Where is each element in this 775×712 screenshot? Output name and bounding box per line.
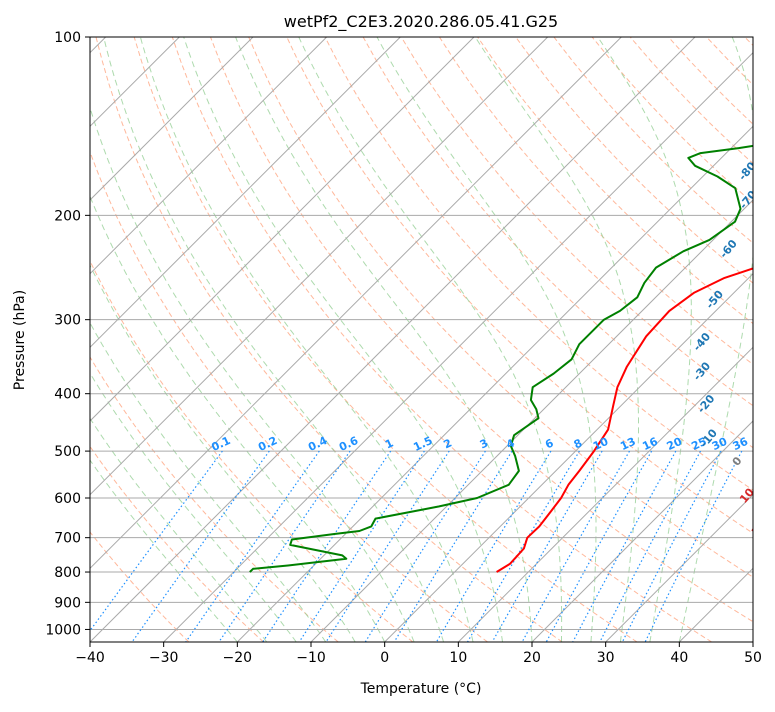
chart-title: wetPf2_C2E3.2020.286.05.41.G25 (284, 12, 558, 32)
y-tick-label: 700 (54, 531, 81, 547)
x-tick-label: −30 (149, 650, 179, 666)
y-tick-label: 400 (54, 387, 81, 403)
y-tick-label: 300 (54, 313, 81, 329)
x-tick-label: 30 (597, 650, 615, 666)
y-tick-label: 1000 (45, 622, 81, 638)
x-tick-label: 20 (523, 650, 541, 666)
x-tick-label: 0 (380, 650, 389, 666)
y-axis-label: Pressure (hPa) (12, 290, 28, 390)
y-tick-label: 600 (54, 491, 81, 507)
y-tick-label: 100 (54, 30, 81, 46)
y-tick-label: 200 (54, 208, 81, 224)
y-tick-label: 500 (54, 444, 81, 460)
y-tick-label: 800 (54, 565, 81, 581)
x-tick-label: −10 (296, 650, 326, 666)
x-axis-label: Temperature (°C) (360, 681, 482, 697)
x-tick-label: −40 (75, 650, 105, 666)
x-tick-label: 50 (744, 650, 762, 666)
x-tick-label: 10 (449, 650, 467, 666)
y-tick-label: 900 (54, 595, 81, 611)
x-tick-label: 40 (670, 650, 688, 666)
x-tick-label: −20 (223, 650, 253, 666)
